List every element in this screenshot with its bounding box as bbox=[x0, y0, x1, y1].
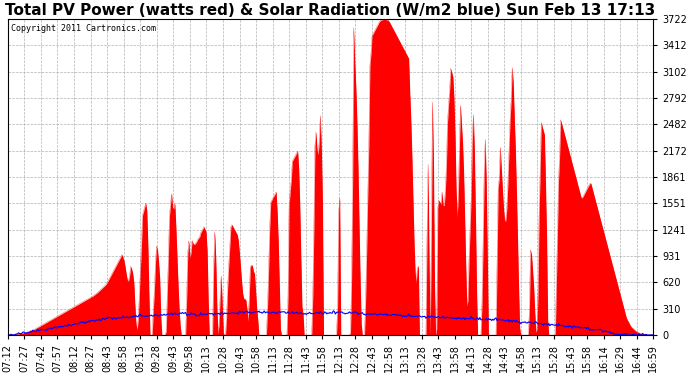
Text: Copyright 2011 Cartronics.com: Copyright 2011 Cartronics.com bbox=[11, 24, 156, 33]
Title: Total PV Power (watts red) & Solar Radiation (W/m2 blue) Sun Feb 13 17:13: Total PV Power (watts red) & Solar Radia… bbox=[6, 3, 656, 18]
